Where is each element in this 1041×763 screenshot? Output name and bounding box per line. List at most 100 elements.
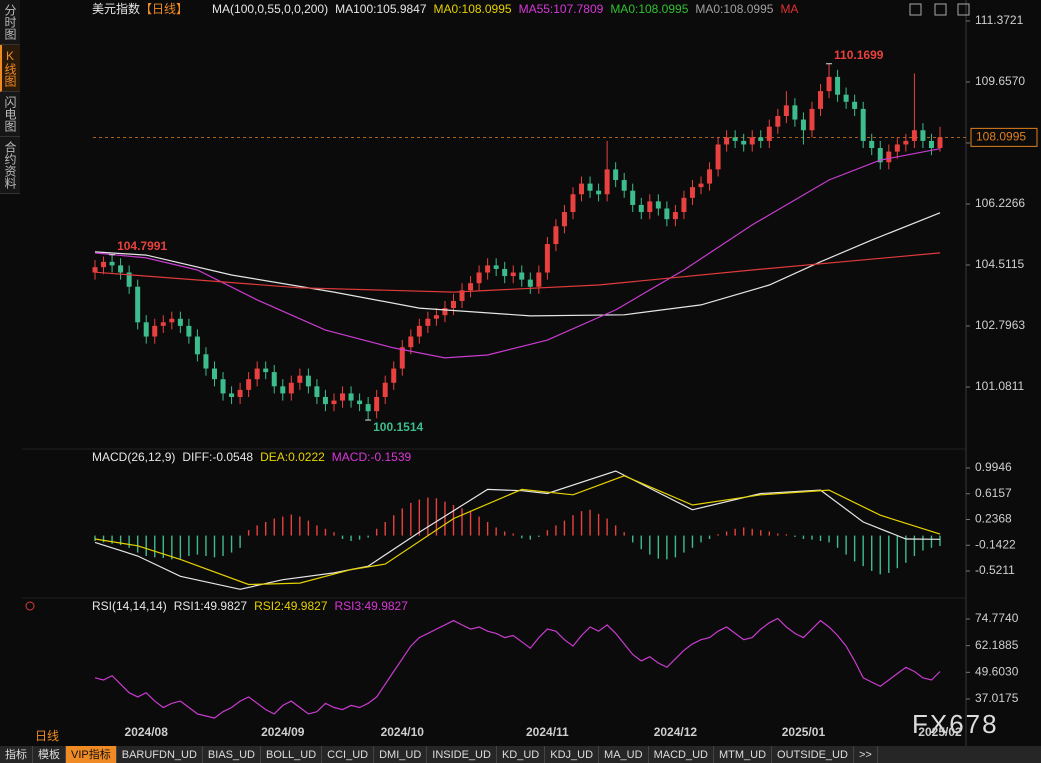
- candle-body: [152, 325, 158, 337]
- header-indicator: MA(100,0,55,0,0,200): [212, 2, 328, 16]
- window-icon[interactable]: [957, 3, 970, 16]
- tab[interactable]: MACD_UD: [649, 746, 714, 763]
- legend-entry: MA100:105.9847: [335, 2, 427, 16]
- candle-body: [271, 372, 277, 387]
- header-title: 美元指数: [92, 1, 140, 16]
- candle-body: [177, 318, 183, 326]
- y-tick-label: 74.7740: [975, 611, 1019, 625]
- candle-body: [160, 322, 166, 326]
- candle-body: [382, 382, 388, 397]
- tab[interactable]: BIAS_UD: [203, 746, 261, 763]
- header-title: MACD(26,12,9): [92, 450, 175, 464]
- candle-body: [510, 272, 516, 277]
- tab[interactable]: 模板: [33, 746, 66, 763]
- tab[interactable]: MTM_UD: [714, 746, 773, 763]
- candle-body: [579, 183, 585, 195]
- candle-body: [689, 187, 695, 198]
- candle-body: [433, 315, 439, 319]
- candle-body: [493, 265, 499, 269]
- sidebar-item[interactable]: 闪电图: [0, 92, 20, 137]
- candle-body: [246, 379, 252, 390]
- legend-entry: RSI2:49.9827: [254, 599, 328, 613]
- candle-body: [203, 354, 209, 369]
- candle-body: [280, 386, 286, 394]
- candle-body: [852, 101, 858, 109]
- y-tick-label: 37.0175: [975, 691, 1019, 705]
- sidebar-item[interactable]: 合约资料: [0, 137, 20, 194]
- tab[interactable]: OUTSIDE_UD: [772, 746, 854, 763]
- candle-body: [553, 226, 559, 245]
- tab[interactable]: MA_UD: [599, 746, 649, 763]
- candle-body: [476, 272, 482, 284]
- sidebar-item[interactable]: 分时图: [0, 0, 20, 45]
- candle-body: [596, 190, 602, 195]
- candle-body: [587, 183, 593, 191]
- window-icon[interactable]: [934, 3, 947, 16]
- tab[interactable]: INSIDE_UD: [427, 746, 497, 763]
- indicator-line: [94, 212, 941, 317]
- rsi-icon[interactable]: [25, 601, 35, 611]
- candle-body: [869, 140, 875, 149]
- y-tick-label: 102.7963: [975, 318, 1025, 332]
- legend-entry: MACD:-0.1539: [332, 450, 412, 464]
- x-tick-label: 2025/02: [918, 725, 962, 739]
- tab[interactable]: BOLL_UD: [261, 746, 323, 763]
- candle-body: [263, 368, 269, 373]
- y-tick-label: 0.9946: [975, 460, 1012, 474]
- candle-body: [186, 325, 192, 337]
- candle-body: [442, 308, 448, 316]
- candle-body: [468, 283, 474, 291]
- candle-body: [374, 396, 380, 412]
- candle-body: [911, 130, 917, 141]
- extreme-label: 100.1514: [373, 420, 423, 434]
- legend-entry: DIFF:-0.0548: [182, 450, 253, 464]
- candle-body: [502, 268, 508, 277]
- candle-body: [527, 279, 533, 287]
- candle-body: [715, 144, 721, 170]
- candle-body: [920, 130, 926, 141]
- candle-body: [604, 169, 610, 195]
- candle-body: [630, 190, 636, 205]
- tab[interactable]: KDJ_UD: [545, 746, 600, 763]
- period-label[interactable]: 日线: [35, 729, 59, 743]
- candle-body: [169, 318, 175, 323]
- y-tick-label: -0.5211: [975, 563, 1015, 577]
- candle-body: [220, 379, 226, 394]
- candle-body: [450, 300, 456, 309]
- window-icon[interactable]: [909, 3, 922, 16]
- candle-body: [135, 286, 141, 323]
- tab[interactable]: VIP指标: [66, 746, 117, 763]
- y-tick-label: 101.0811: [975, 379, 1024, 393]
- candle-body: [570, 194, 576, 213]
- candle-body: [322, 396, 328, 405]
- tab[interactable]: 指标: [0, 746, 33, 763]
- y-tick-label: 0.6157: [975, 486, 1012, 500]
- tab[interactable]: CCI_UD: [322, 746, 375, 763]
- candle-body: [143, 322, 149, 337]
- candle-body: [613, 169, 619, 181]
- tab[interactable]: KD_UD: [497, 746, 546, 763]
- candle-body: [758, 137, 764, 141]
- candle-body: [647, 201, 653, 213]
- legend-entry: MA55:107.7809: [519, 2, 604, 16]
- indicator-line: [94, 475, 941, 586]
- legend-entry: RSI3:49.9827: [335, 599, 409, 613]
- candle-body: [707, 169, 713, 184]
- indicator-line: [94, 148, 941, 359]
- tab[interactable]: DMI_UD: [374, 746, 428, 763]
- y-tick-label: 111.3721: [975, 13, 1024, 27]
- tab[interactable]: BARUFDN_UD: [117, 746, 203, 763]
- candle-body: [783, 105, 789, 117]
- candle-body: [126, 272, 132, 287]
- legend-entry: RSI1:49.9827: [174, 599, 248, 613]
- candle-body: [416, 325, 422, 337]
- x-tick-label: 2024/12: [654, 725, 698, 739]
- candle-body: [749, 137, 755, 145]
- candle-body: [621, 180, 627, 191]
- extreme-label: 104.7991: [117, 239, 167, 253]
- tab[interactable]: >>: [854, 746, 878, 763]
- candle-body: [365, 404, 371, 412]
- sidebar-item[interactable]: K线图: [0, 45, 20, 92]
- x-tick-label: 2025/01: [782, 725, 826, 739]
- candle-body: [681, 197, 687, 213]
